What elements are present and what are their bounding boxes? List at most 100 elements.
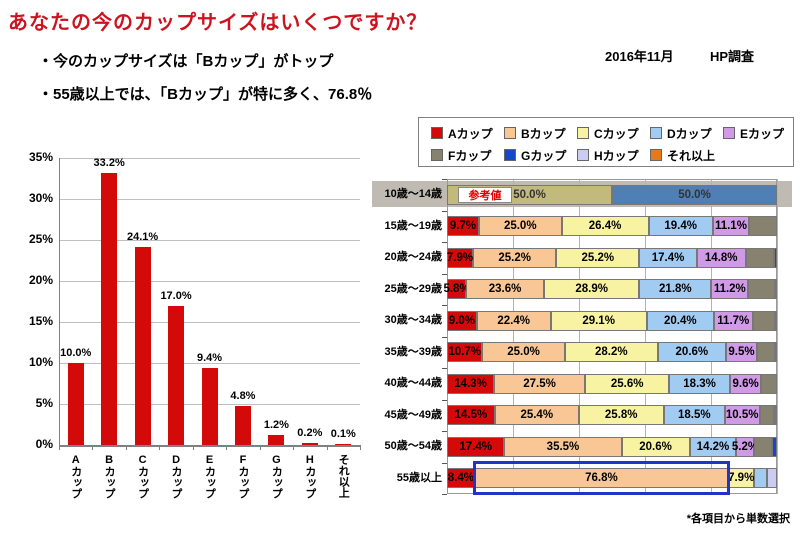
bar-segment-G-cup bbox=[773, 405, 776, 426]
bar-segment-H-cup bbox=[767, 468, 777, 489]
bar-segment-B-cup: 23.6% bbox=[466, 279, 544, 300]
bar-segment-A-cup: 5.8% bbox=[443, 279, 470, 300]
bar-segment-G-cup bbox=[775, 310, 778, 331]
axis-tick bbox=[442, 368, 447, 369]
x-axis-line bbox=[59, 445, 361, 447]
C-cup-legend-swatch bbox=[577, 127, 589, 139]
age-group-label: 20歳～24歳 bbox=[384, 251, 442, 263]
more-cup-legend-swatch bbox=[650, 149, 662, 161]
bar bbox=[335, 444, 352, 445]
bar-segment-C-cup: 25.8% bbox=[578, 405, 664, 426]
bar-segment-B-cup: 25.4% bbox=[494, 405, 579, 426]
bar-segment-E-cup: 9.6% bbox=[729, 373, 762, 394]
highlight-box bbox=[472, 461, 731, 496]
legend-item: Eカップ bbox=[723, 124, 796, 142]
F-cup-legend-swatch bbox=[431, 149, 443, 161]
axis-tick bbox=[442, 431, 447, 432]
age-group-stacked-bar-chart: 10歳～14歳 15歳～19歳 20歳～24歳 25歳～29歳 30歳～34歳 35歳～3… bbox=[370, 170, 800, 515]
footnote: *各項目から単数選択 bbox=[686, 513, 790, 525]
bullet-point-1: ・今のカップサイズは「Bカップ」がトップ bbox=[38, 53, 334, 70]
bar-segment-A-cup: 8.4% bbox=[447, 468, 475, 489]
gridline bbox=[513, 179, 514, 494]
legend-item: Aカップ bbox=[431, 124, 504, 142]
page-title: あなたの今のカップサイズはいくつですか？ bbox=[8, 12, 428, 34]
bar-segment-A-cup: 7.9% bbox=[447, 247, 473, 268]
axis-tick bbox=[442, 399, 447, 401]
gridline bbox=[59, 363, 360, 364]
legend-item: それ以上 bbox=[650, 146, 723, 164]
bar-segment-H-cup bbox=[775, 405, 778, 426]
x-axis-tick bbox=[59, 445, 60, 450]
y-axis-tick-label: 30% bbox=[28, 191, 53, 205]
bullet-point-2: ・55歳以上では、「Bカップ」が特に多く、76.8％ bbox=[38, 86, 373, 103]
bar-value-label: 0.2% bbox=[297, 427, 323, 440]
y-axis-tick-label: 5% bbox=[35, 396, 53, 410]
axis-tick bbox=[442, 305, 447, 306]
age-group-label: 40歳～44歳 bbox=[384, 377, 442, 389]
bar-segment-G-cup bbox=[772, 436, 777, 457]
axis-tick bbox=[442, 336, 447, 338]
x-axis-tick bbox=[159, 445, 161, 450]
reference-segment: 50.0% bbox=[612, 184, 777, 205]
bar-segment-F-cup bbox=[757, 342, 776, 363]
bar-segment-C-cup: 20.6% bbox=[621, 436, 690, 457]
age-group-label: 50歳～54歳 bbox=[384, 440, 442, 452]
bar-segment-A-cup: 17.4% bbox=[447, 436, 505, 457]
bar-segment-C-cup: 26.4% bbox=[561, 216, 649, 237]
bar-segment-E-cup: 5.2% bbox=[732, 436, 758, 457]
bar-segment-A-cup: 9.7% bbox=[447, 216, 479, 237]
legend-item: Cカップ bbox=[577, 124, 650, 142]
legend-label: Hカップ bbox=[594, 148, 639, 163]
axis-tick bbox=[442, 179, 447, 180]
bar bbox=[201, 367, 218, 445]
category-label: Aカップ bbox=[69, 454, 82, 499]
category-label: それ以上 bbox=[337, 454, 350, 498]
bar-segment-B-cup: 25.2% bbox=[473, 247, 557, 268]
category-label: Bカップ bbox=[103, 454, 116, 499]
E-cup-legend-swatch bbox=[723, 127, 735, 139]
legend-item: Fカップ bbox=[431, 146, 504, 164]
bar bbox=[301, 443, 318, 445]
bar-segment-A-cup: 14.5% bbox=[447, 405, 495, 426]
y-axis-tick-label: 0% bbox=[35, 437, 53, 451]
legend-label: Fカップ bbox=[448, 148, 492, 163]
age-group-label: 30歳～34歳 bbox=[384, 314, 442, 326]
legend-label: Aカップ bbox=[448, 126, 493, 141]
H-cup-legend-swatch bbox=[577, 149, 589, 161]
category-label: Fカップ bbox=[236, 454, 249, 499]
bar-value-label: 17.0% bbox=[160, 289, 192, 302]
B-cup-legend-swatch bbox=[504, 127, 516, 139]
bar-segment-D-cup: 20.6% bbox=[657, 342, 726, 363]
bar-segment-C-cup: 28.9% bbox=[544, 279, 640, 300]
bar-segment-E-cup: 11.2% bbox=[711, 279, 749, 300]
bar-segment-D-cup: 19.4% bbox=[648, 216, 713, 237]
bar-segment-C-cup: 7.9% bbox=[728, 468, 754, 489]
bar-segment-B-cup: 27.5% bbox=[494, 373, 585, 394]
bar bbox=[134, 247, 151, 445]
bar-segment-F-cup bbox=[749, 216, 777, 237]
bar-segment-C-cup: 29.1% bbox=[550, 310, 647, 331]
legend-label: Bカップ bbox=[521, 126, 566, 141]
bar-segment-D-cup: 18.3% bbox=[669, 373, 730, 394]
bar-segment-D-cup bbox=[754, 468, 768, 489]
survey-source: HP調査 bbox=[710, 49, 755, 64]
legend-label: Dカップ bbox=[667, 126, 712, 141]
age-group-label: 55歳以上 bbox=[396, 471, 442, 484]
legend-item: Dカップ bbox=[650, 124, 723, 142]
bar-segment-E-cup: 9.5% bbox=[725, 342, 758, 363]
category-label: Eカップ bbox=[203, 454, 216, 499]
x-axis-tick bbox=[360, 445, 361, 450]
bar-segment-E-cup: 11.7% bbox=[713, 310, 753, 331]
bar-segment-B-cup: 22.4% bbox=[476, 310, 551, 331]
bar-segment-F-cup bbox=[752, 310, 776, 331]
bar-segment-D-cup: 17.4% bbox=[639, 247, 697, 268]
bar-segment-F-cup bbox=[759, 405, 774, 426]
G-cup-legend-swatch bbox=[504, 149, 516, 161]
bar-segment-B-cup: 25.0% bbox=[482, 342, 565, 363]
age-group-label: 35歳～39歳 bbox=[384, 345, 442, 358]
bar bbox=[268, 435, 285, 445]
x-axis-tick bbox=[259, 445, 261, 450]
bar-segment-A-cup: 10.7% bbox=[447, 342, 483, 363]
bar-segment-B-cup: 76.8% bbox=[474, 468, 729, 489]
age-group-label: 45歳～49歳 bbox=[384, 408, 442, 421]
